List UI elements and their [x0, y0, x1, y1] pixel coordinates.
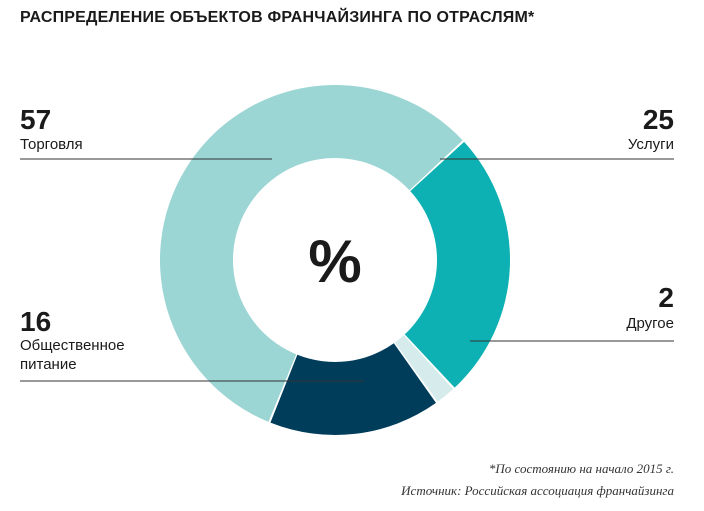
slice-name-label-food-line1: Общественное: [20, 337, 125, 354]
slice-value-label-services: 25: [643, 104, 674, 135]
donut-slice-other: [394, 335, 454, 402]
donut-slices: [160, 85, 510, 435]
slice-name-label-food-line2: питание: [20, 356, 77, 373]
slice-value-label-trade: 57: [20, 104, 51, 135]
chart-title: РАСПРЕДЕЛЕНИЕ ОБЪЕКТОВ ФРАНЧАЙЗИНГА ПО О…: [20, 9, 535, 26]
donut-slice-trade: [160, 85, 463, 422]
center-percent-label: %: [308, 228, 361, 295]
slice-value-label-other: 2: [658, 282, 674, 313]
source-note: Источник: Российская ассоциация франчайз…: [401, 483, 674, 498]
donut-slice-services: [404, 141, 510, 388]
slice-name-label-services: Услуги: [628, 136, 674, 153]
slice-value-label-food: 16: [20, 306, 51, 337]
slice-name-label-trade: Торговля: [20, 136, 83, 153]
slice-name-label-other: Другое: [626, 315, 674, 332]
chart-notes: *По состоянию на начало 2015 г. Источник…: [401, 458, 674, 502]
footnote: *По состоянию на начало 2015 г.: [488, 461, 674, 476]
donut-slice-food: [270, 343, 437, 435]
